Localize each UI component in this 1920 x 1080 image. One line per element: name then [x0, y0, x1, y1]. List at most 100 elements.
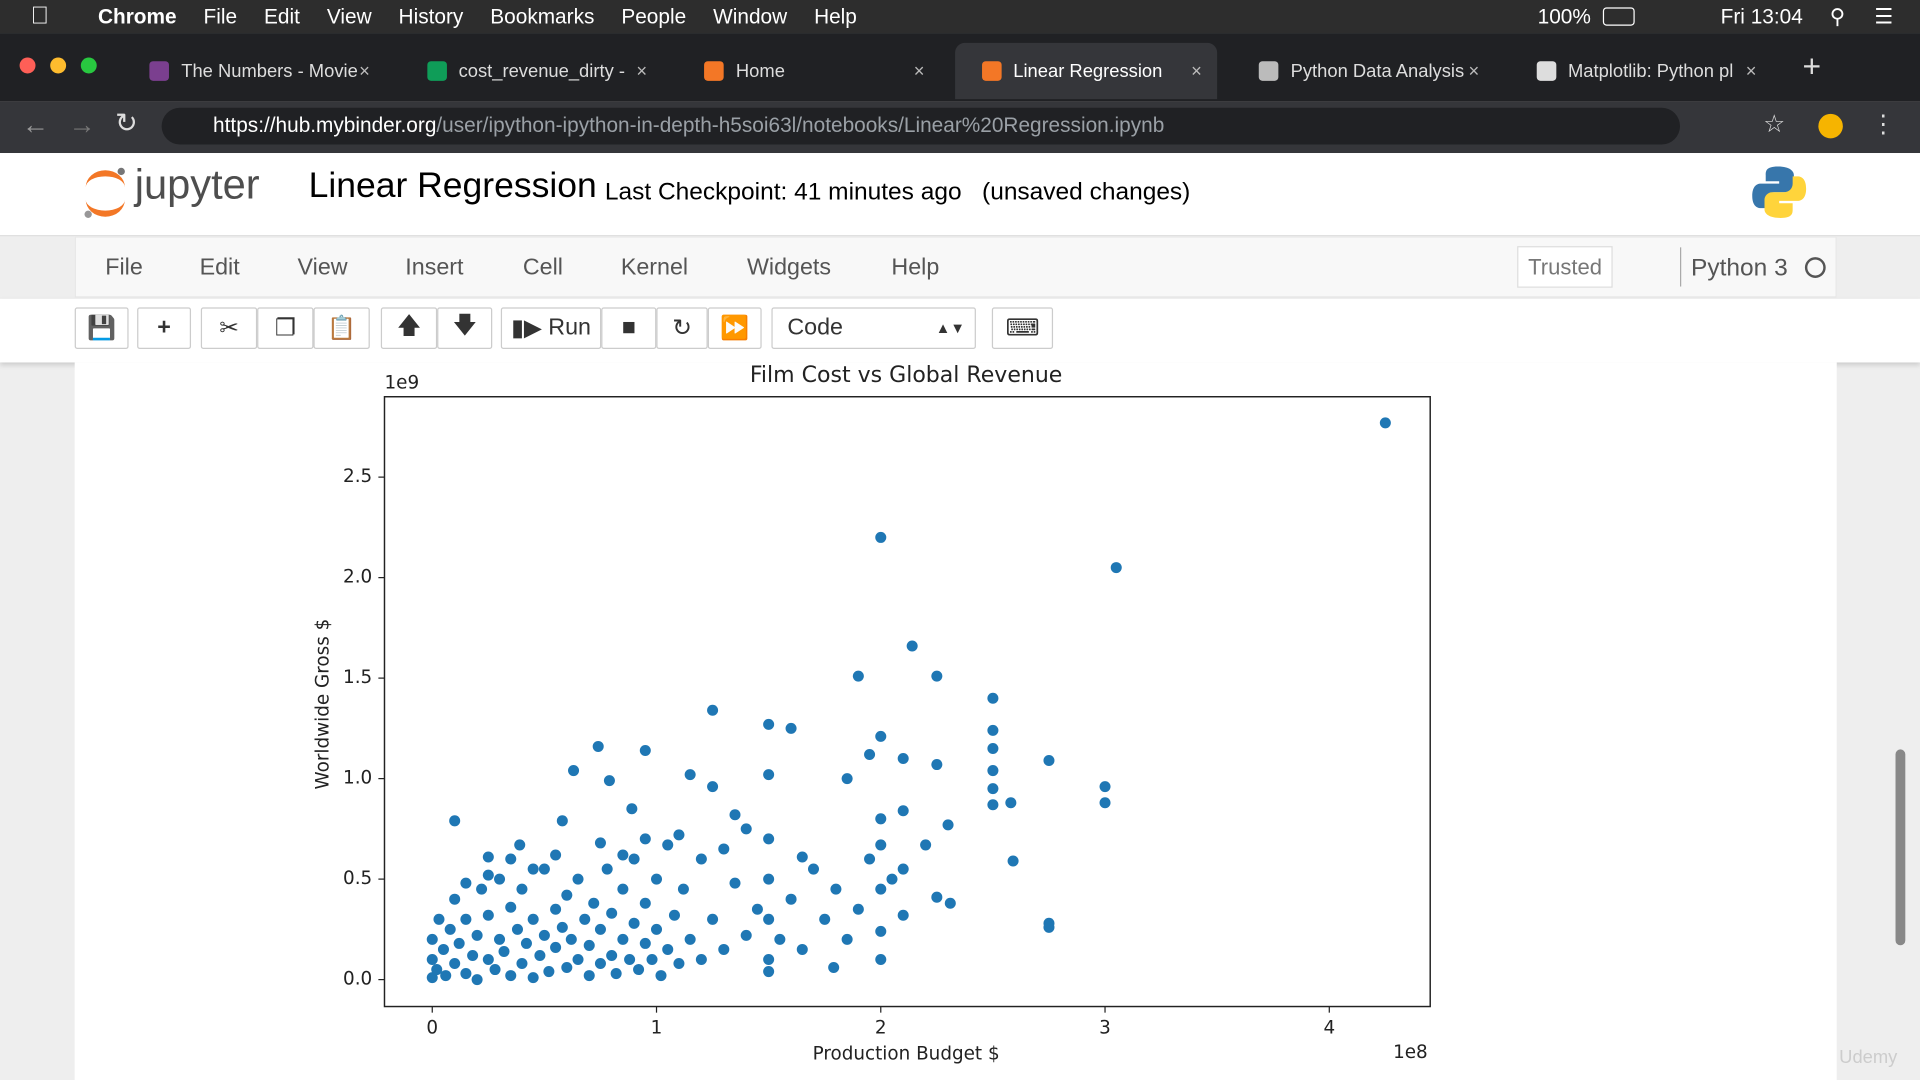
- tab-close[interactable]: ×: [1468, 60, 1480, 82]
- x-tick-label: 0: [426, 1018, 438, 1039]
- tab-close[interactable]: ×: [359, 60, 370, 82]
- apple-icon[interactable]: : [31, 2, 49, 30]
- scatter-point: [707, 704, 719, 716]
- kernel-status: [1804, 257, 1826, 278]
- extension[interactable]: [1818, 113, 1843, 139]
- forward[interactable]: →: [68, 108, 96, 140]
- url-path: /user/ipython-ipython-in-depth-h5soi63l/…: [436, 113, 1165, 138]
- tab-close[interactable]: ×: [913, 60, 925, 82]
- mac-menu-item[interactable]: People: [602, 4, 686, 28]
- insert-button[interactable]: +: [137, 307, 192, 349]
- scatter-point: [1007, 855, 1019, 867]
- menu-items: File Edit View History Bookmarks People Window…: [204, 4, 884, 28]
- scatter-point: [617, 933, 629, 945]
- cut-button[interactable]: ✂: [200, 307, 258, 349]
- notebook-menu-item[interactable]: Edit: [199, 254, 240, 281]
- scatter-point: [707, 781, 719, 793]
- tab-close[interactable]: ×: [636, 60, 648, 82]
- paste-button[interactable]: 📋: [313, 307, 370, 349]
- scatter-point: [514, 839, 526, 851]
- mac-menu-item[interactable]: History: [380, 4, 464, 28]
- jupyter-logo[interactable]: jupyter: [134, 161, 260, 209]
- run-button[interactable]: ▮▶ Run: [500, 307, 602, 349]
- notebook-menu-item[interactable]: File: [105, 254, 143, 281]
- back[interactable]: ←: [22, 108, 49, 140]
- browser-tab[interactable]: Home ×: [677, 43, 939, 99]
- close-window[interactable]: [19, 57, 36, 74]
- run-all-button[interactable]: ⏩: [707, 307, 762, 349]
- notebook-title[interactable]: Linear Regression: [308, 166, 597, 206]
- scatter-point: [864, 748, 876, 761]
- checkpoint: Last Checkpoint: 41 minutes ago: [604, 178, 962, 206]
- stop-button[interactable]: ■: [601, 307, 657, 349]
- scatter-point: [534, 949, 546, 961]
- bookmark-star[interactable]: ☆: [1763, 111, 1786, 139]
- keyboard-button[interactable]: ⌨: [991, 307, 1054, 349]
- scrollbar: [1895, 749, 1906, 946]
- move-up-button[interactable]: 🡅: [380, 307, 438, 349]
- list-icon[interactable]: ☰: [1874, 4, 1894, 28]
- scatter-point: [1043, 921, 1055, 933]
- browser-tab[interactable]: The Numbers - Movie ×: [122, 43, 384, 99]
- browser-tab[interactable]: Python Data Analysis ×: [1232, 43, 1494, 99]
- mac-menu-item[interactable]: File: [185, 4, 238, 28]
- scatter-point: [662, 943, 674, 955]
- scatter-point: [740, 823, 752, 835]
- scatter-point: [449, 958, 461, 970]
- scatter-point: [606, 949, 618, 961]
- cell-type: Code: [787, 314, 843, 341]
- mac-menu-item[interactable]: Help: [795, 4, 857, 28]
- tab-bar: + The Numbers - Movie × cost_revenue_dirty…: [0, 33, 1920, 102]
- scatter-point: [588, 897, 600, 909]
- scatter-point: [639, 744, 651, 756]
- mac-menu-item[interactable]: View: [308, 4, 372, 28]
- notebook-menu-item[interactable]: Widgets: [746, 254, 831, 281]
- notebook-menu-item[interactable]: View: [297, 254, 348, 281]
- scatter-point: [476, 883, 488, 895]
- restart-button[interactable]: ↻: [656, 307, 708, 349]
- notebook-menu-item[interactable]: Help: [891, 254, 940, 281]
- reload[interactable]: ↻: [115, 107, 138, 139]
- scatter-point: [471, 974, 483, 986]
- browser-tab[interactable]: Matplotlib: Python pl ×: [1509, 43, 1771, 99]
- y-tick-label: 1.0: [343, 768, 372, 789]
- browser-tab[interactable]: Linear Regression ×: [954, 42, 1217, 100]
- search-icon[interactable]: ⚲: [1829, 4, 1846, 28]
- notebook-menu-item[interactable]: Insert: [405, 254, 464, 281]
- scatter-point: [550, 941, 562, 953]
- browser-tab[interactable]: cost_revenue_dirty - ×: [400, 43, 662, 99]
- scatter-point: [841, 773, 853, 785]
- tab-close[interactable]: ×: [1745, 60, 1757, 82]
- cell-type-select[interactable]: Code ▲▼: [771, 307, 976, 349]
- toolbar: 💾 + ✂ ❐ 📋 🡅 🡇 ▮▶ Run ■ ↻ ⏩ Code ▲▼ ⌨: [0, 298, 1920, 363]
- scatter-point: [482, 909, 494, 921]
- python-logo: [1752, 166, 1807, 218]
- jupyter-header: jupyter Linear Regression Last Checkpoin…: [0, 153, 1920, 237]
- scatter-point: [897, 753, 909, 765]
- mac-menu-item[interactable]: Bookmarks: [471, 4, 594, 28]
- scatter-point: [556, 815, 568, 827]
- tab-close[interactable]: ×: [1191, 60, 1202, 82]
- trusted-badge[interactable]: Trusted: [1517, 246, 1614, 288]
- app-name[interactable]: Chrome: [79, 4, 177, 28]
- maximize-window[interactable]: [80, 57, 97, 74]
- scatter-point: [583, 939, 595, 951]
- scatter-point: [498, 945, 510, 957]
- scatter-point: [774, 933, 786, 945]
- scatter-point: [601, 863, 613, 875]
- save-button[interactable]: 💾: [74, 307, 129, 349]
- minimize-window[interactable]: [50, 57, 67, 74]
- url-field[interactable]: https://hub.mybinder.org/user/ipython-ip…: [161, 107, 1681, 145]
- scatter-point: [426, 972, 438, 984]
- scatter-point: [651, 923, 663, 935]
- move-down-button[interactable]: 🡇: [437, 307, 493, 349]
- scatter-point: [897, 805, 909, 817]
- mac-menu-item[interactable]: Window: [694, 4, 787, 28]
- notebook-menu-item[interactable]: Kernel: [620, 254, 689, 281]
- copy-button[interactable]: ❐: [257, 307, 314, 349]
- notebook-menu-item[interactable]: Cell: [522, 254, 563, 281]
- new-tab[interactable]: +: [1802, 47, 1822, 85]
- chrome-menu[interactable]: ⋮: [1871, 111, 1896, 139]
- mac-menu-item[interactable]: Edit: [245, 4, 300, 28]
